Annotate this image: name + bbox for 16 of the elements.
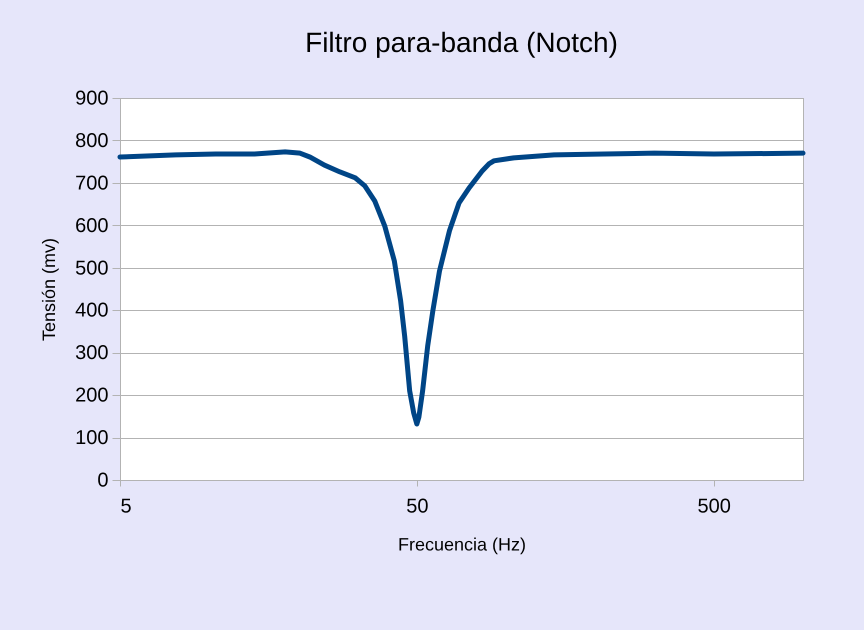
y-tick-label: 600 xyxy=(75,214,108,237)
y-tick-label: 900 xyxy=(75,88,108,110)
x-tick-label: 5 xyxy=(120,496,132,518)
x-tick-label: 500 xyxy=(697,496,731,518)
y-tick-label: 700 xyxy=(75,172,108,194)
y-tick-label: 800 xyxy=(75,130,108,152)
y-tick-label: 300 xyxy=(75,342,108,364)
x-axis-title: Frecuencia (Hz) xyxy=(398,534,526,554)
y-tick-label: 400 xyxy=(75,300,108,322)
chart-title: Filtro para-banda (Notch) xyxy=(305,27,618,58)
y-axis-title: Tensión (mv) xyxy=(39,238,60,342)
y-tick-label: 200 xyxy=(75,384,108,407)
y-tick-label: 500 xyxy=(75,257,108,280)
y-tick-label: 0 xyxy=(97,470,108,492)
x-tick-label: 50 xyxy=(406,496,428,518)
y-tick-label: 100 xyxy=(75,427,108,450)
